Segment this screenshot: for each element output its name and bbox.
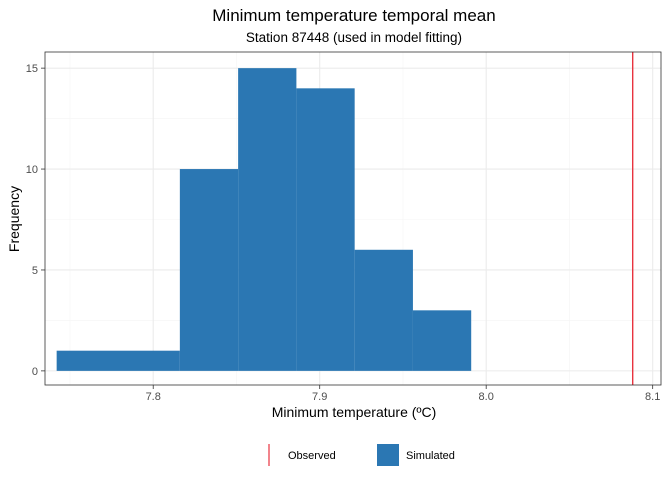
x-axis-ticks: 7.8 7.9 8.0 8.1	[146, 385, 660, 403]
legend-simulated-label: Simulated	[406, 450, 455, 462]
y-tick-label: 10	[26, 164, 38, 176]
y-axis-title: Frequency	[6, 186, 22, 252]
histogram-bar-2	[179, 169, 239, 371]
y-tick-label: 0	[32, 366, 38, 378]
legend-simulated-key	[377, 444, 399, 466]
y-axis-ticks: 0 5 10 15	[26, 63, 45, 378]
legend: Observed Simulated	[268, 444, 455, 466]
legend-observed-label: Observed	[288, 450, 336, 462]
panel-border	[44, 51, 662, 386]
x-tick-label: 7.8	[146, 391, 161, 403]
y-tick-label: 15	[26, 63, 38, 75]
y-tick-label: 5	[32, 265, 38, 277]
histogram-bar-1	[56, 350, 180, 371]
histogram-bar-6	[412, 310, 472, 371]
x-axis-title: Minimum temperature (ºC)	[272, 404, 437, 420]
histogram-bar-4	[296, 88, 355, 371]
chart-subtitle: Station 87448 (used in model fitting)	[246, 30, 462, 45]
x-tick-label: 8.0	[479, 391, 494, 403]
histogram-bar-3	[238, 68, 297, 371]
x-tick-label: 7.9	[312, 391, 327, 403]
histogram-bars	[56, 68, 472, 371]
chart-title: Minimum temperature temporal mean	[212, 6, 495, 25]
histogram-bar-5	[354, 249, 413, 371]
x-tick-label: 8.1	[645, 391, 660, 403]
